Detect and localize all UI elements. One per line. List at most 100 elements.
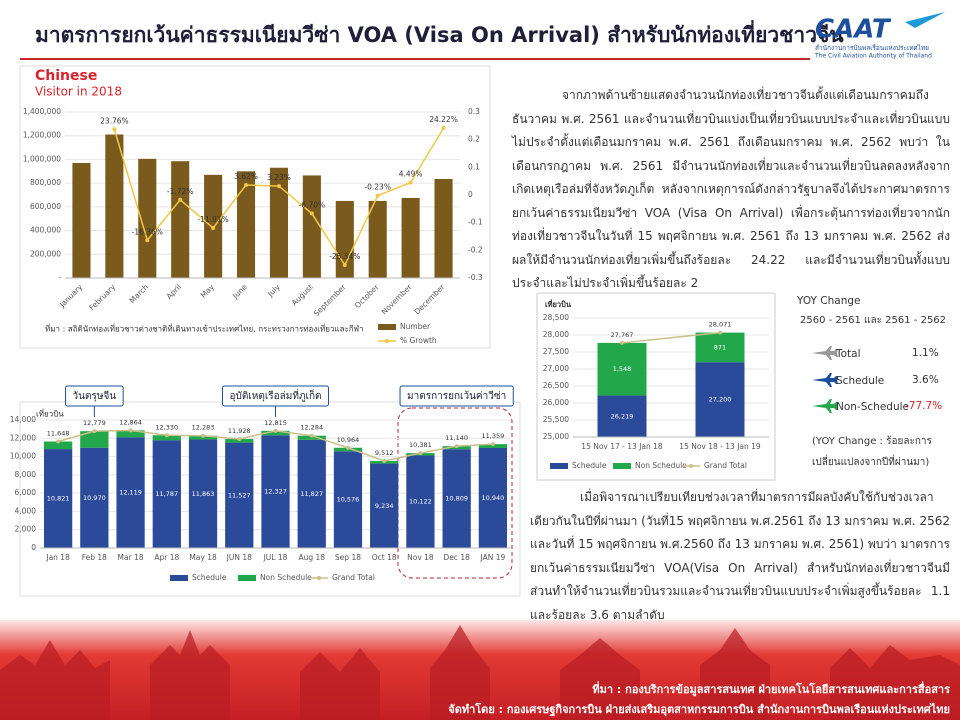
paragraph: จากภาพด้านซ้ายแสดงจำนวนนักท่องเที่ยวชาวจ… [512, 88, 950, 290]
tick-label: 27,000 [543, 364, 569, 373]
tick-label: 14,000 [10, 415, 36, 424]
tick-label: 8,000 [15, 470, 37, 479]
data-label: 1,548 [613, 365, 632, 373]
bar [297, 439, 326, 548]
tick-label: 2,000 [15, 525, 37, 534]
point [718, 330, 722, 335]
point [490, 442, 495, 447]
bar [597, 395, 647, 437]
y-axis-label: เที่ยวบิน [545, 298, 572, 309]
bar [406, 455, 435, 548]
point [237, 436, 242, 441]
tick-label: 0 [468, 190, 473, 199]
legend-label: Grand Total [332, 573, 375, 582]
x-tick-label: Apr 18 [154, 553, 179, 562]
bar [152, 435, 181, 441]
legend-swatch [550, 463, 568, 469]
bar [72, 162, 91, 278]
data-label: 12,119 [119, 489, 142, 497]
bar [302, 175, 321, 278]
bar [171, 161, 190, 278]
legend-swatch [170, 575, 188, 581]
tick-label: 0.1 [468, 162, 480, 171]
bar [138, 158, 157, 278]
bar [188, 439, 218, 548]
x-tick-label: Oct 18 [372, 553, 397, 562]
legend-label: Grand Total [704, 461, 747, 470]
yoy-value: 3.6% [912, 374, 939, 386]
logo-thai: สำนักงานการบินพลเรือนแห่งประเทศไทย [815, 44, 929, 52]
panel [536, 292, 776, 481]
plane-icon [812, 346, 838, 360]
bar [333, 451, 363, 548]
bar [434, 178, 453, 278]
bar [695, 362, 745, 437]
x-tick-label: May 18 [189, 553, 217, 562]
tick-label: 1,200,000 [23, 131, 61, 140]
paragraph: เมื่อพิจารณาเปรียบเทียบช่วงเวลาที่มาตรกา… [530, 490, 950, 622]
bar [401, 197, 420, 278]
tick-label: -0.3 [468, 273, 483, 282]
legend-label: Non Schedule [635, 461, 687, 470]
data-label: 11,928 [228, 427, 251, 435]
point [211, 225, 216, 230]
line [621, 331, 721, 344]
chart-subtitle: Visitor in 2018 [35, 85, 122, 99]
bar [297, 435, 326, 440]
x-tick-label: Mar 18 [118, 553, 144, 562]
data-label: 26,219 [611, 412, 634, 420]
point [418, 451, 423, 456]
yoy-label: Non-Schedule [836, 401, 909, 413]
tick-label: 0 [31, 543, 36, 552]
x-tick-label: May [199, 282, 217, 300]
yoy-period: 2560 - 2561 และ 2561 - 2562 [800, 315, 946, 326]
annotation-box [399, 385, 514, 407]
data-label: 23.76% [100, 116, 129, 125]
bar [236, 171, 256, 278]
bar [80, 431, 109, 448]
yoy-value: 1.1% [912, 347, 939, 359]
tick-label: 200,000 [30, 249, 61, 258]
title-rule [20, 58, 810, 60]
yoy-label: Schedule [836, 375, 884, 387]
data-label: 11,827 [300, 490, 323, 498]
data-label: 10,381 [409, 441, 432, 449]
data-label: 11,527 [228, 491, 251, 499]
data-label: 12,779 [83, 419, 106, 427]
x-tick-label: March [128, 282, 151, 305]
point [273, 428, 278, 433]
source-note: ที่มา : สถิตินักท่องเที่ยวชาวต่างชาติที่… [45, 323, 364, 334]
point [92, 429, 97, 434]
x-tick-label: December [412, 282, 447, 317]
data-label: 12,284 [300, 424, 323, 432]
tick-label: 26,500 [543, 381, 569, 390]
point [201, 433, 206, 438]
bar [116, 430, 145, 438]
bar [368, 200, 387, 278]
footer-source: ที่มา : กองบริการข้อมูลสารสนเทศ ฝ่ายเทคโ… [592, 681, 950, 697]
x-tick-label: November [379, 282, 414, 317]
data-label: 11,787 [155, 490, 178, 498]
data-label: 3.23% [267, 173, 291, 182]
annotation: มาตรการยกเว้นค่าวีซ่า [407, 390, 506, 402]
data-label: 12,815 [264, 419, 287, 427]
data-label: 10,964 [337, 436, 360, 444]
point [454, 444, 459, 449]
x-tick-label: July [265, 282, 282, 299]
data-label: 10,821 [47, 495, 70, 503]
x-tick-label: 15 Nov 17 - 13 Jan 18 [581, 442, 663, 451]
skyline [0, 625, 960, 720]
tick-label: 800,000 [30, 178, 61, 187]
legend-swatch [689, 464, 693, 468]
legend-swatch [238, 575, 256, 581]
data-label: -16.36% [132, 227, 163, 236]
x-tick-label: Sep 18 [335, 553, 361, 562]
point [620, 340, 624, 345]
data-label: 11,140 [445, 434, 468, 442]
data-label: -1.72% [167, 187, 194, 196]
point [178, 197, 183, 202]
data-label: 12,864 [119, 418, 142, 426]
tick-label: 12,000 [10, 433, 36, 442]
data-label: -11.91% [197, 215, 228, 224]
